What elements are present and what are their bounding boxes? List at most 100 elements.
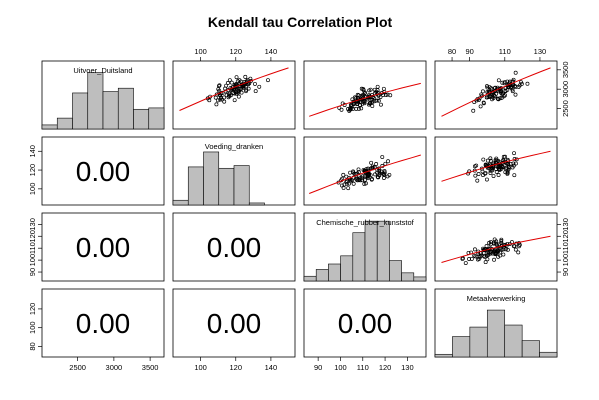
- scatter-point: [490, 168, 495, 173]
- right-tick-label: 3000: [561, 81, 570, 98]
- scatter-point: [357, 106, 361, 111]
- histogram-bar: [364, 220, 378, 282]
- histogram-bar: [87, 72, 104, 130]
- scatter-point: [217, 83, 222, 88]
- scatter-point: [376, 175, 381, 180]
- scatter-point: [245, 77, 250, 82]
- scatter-point: [512, 244, 517, 249]
- histogram-bar: [148, 107, 165, 130]
- scatter-point: [481, 89, 485, 94]
- scatter-point: [512, 151, 516, 156]
- scatter-point: [243, 89, 248, 94]
- scatter-point: [512, 173, 517, 178]
- scatter-point: [216, 98, 220, 103]
- bottom-tick-label: 100: [194, 363, 207, 372]
- scatter-point: [370, 104, 375, 108]
- scatter-point: [348, 170, 353, 175]
- scatter-point: [492, 257, 497, 262]
- scatter-point: [347, 107, 352, 112]
- panel-r0-c0: Uitvoer_Duitsland: [41, 60, 165, 130]
- scatter-point: [488, 251, 493, 256]
- histogram-bar: [133, 108, 150, 130]
- scatter-point: [498, 253, 503, 258]
- scatter-point: [506, 165, 511, 170]
- scatter-point: [476, 172, 481, 176]
- scatter-point: [374, 162, 379, 166]
- scatter-point: [499, 241, 504, 245]
- scatter-point: [217, 84, 221, 88]
- scatter-point: [231, 91, 235, 95]
- histogram-bar: [248, 202, 265, 206]
- scatter-point: [383, 93, 388, 98]
- scatter-point: [237, 86, 242, 91]
- scatter-point: [236, 94, 241, 99]
- bottom-tick-label: 3500: [142, 363, 159, 372]
- scatter-point: [227, 78, 232, 83]
- scatter-point: [374, 98, 378, 103]
- panel-frame: [172, 288, 296, 358]
- scatter-point: [505, 247, 510, 252]
- top-tick-label: 80: [448, 47, 456, 56]
- scatter-point: [505, 171, 510, 176]
- scatter-point: [344, 174, 349, 179]
- right-tick-label: 110: [561, 242, 570, 254]
- right-tick-label: 130: [561, 218, 570, 231]
- scatter-point: [481, 100, 486, 105]
- scatter-point: [361, 168, 366, 172]
- scatter-point: [478, 254, 483, 259]
- scatter-point: [362, 182, 367, 186]
- histogram-bar: [328, 263, 341, 282]
- panel-r3-c3: Metaalverwerking: [434, 288, 558, 358]
- correlation-value: 0.00: [207, 232, 262, 263]
- panel-r1-c0: 0.00: [41, 136, 165, 206]
- scatter-point: [239, 90, 244, 95]
- scatter-point: [471, 108, 476, 113]
- scatter-point: [483, 260, 488, 265]
- scatter-point: [374, 89, 379, 94]
- scatter-point: [243, 74, 248, 79]
- scatter-point: [513, 92, 518, 97]
- panel-frame: [41, 212, 165, 282]
- histogram-bar: [233, 165, 250, 206]
- scatter-point: [222, 99, 227, 104]
- scatter-point: [222, 95, 226, 100]
- correlation-value: 0.00: [76, 232, 131, 263]
- panel-r2-c3: [434, 212, 558, 282]
- panel-r3-c2: 0.00: [303, 288, 427, 358]
- scatter-point: [473, 173, 478, 178]
- scatter-point: [385, 92, 390, 97]
- histogram-bar: [389, 260, 402, 282]
- scatter-point: [249, 78, 253, 83]
- histogram-bar: [340, 255, 354, 282]
- left-tick-label: 110: [28, 242, 37, 254]
- histogram-bar: [172, 199, 189, 206]
- scatter-point: [511, 163, 516, 168]
- scatter-point: [252, 81, 257, 86]
- correlation-value: 0.00: [338, 308, 393, 339]
- histogram-bar: [452, 336, 471, 358]
- panel-frame: [41, 136, 165, 206]
- scatter-point: [488, 239, 493, 244]
- scatter-point: [505, 161, 510, 166]
- scatter-point: [362, 91, 367, 96]
- histogram-bar: [315, 269, 329, 282]
- scatter-point: [356, 167, 361, 172]
- scatter-point: [517, 244, 521, 249]
- scatter-point: [375, 98, 380, 103]
- histogram-bar: [303, 275, 317, 282]
- scatter-point: [510, 89, 515, 94]
- scatter-point: [511, 77, 516, 82]
- fit-line: [179, 67, 289, 111]
- scatter-point: [478, 104, 483, 109]
- histogram-bar: [56, 117, 73, 130]
- scatter-point: [491, 174, 496, 179]
- scatter-point: [488, 158, 493, 163]
- panel-r2-c2: Chemische_rubber_kunststof: [303, 212, 427, 282]
- scatter-point: [341, 172, 346, 177]
- scatter-point: [348, 107, 353, 111]
- right-tick-label: 2500: [561, 100, 570, 117]
- scatter-point: [237, 78, 242, 83]
- histogram-bar: [469, 326, 488, 358]
- scatter-point: [460, 256, 465, 261]
- scatter-point: [499, 91, 504, 96]
